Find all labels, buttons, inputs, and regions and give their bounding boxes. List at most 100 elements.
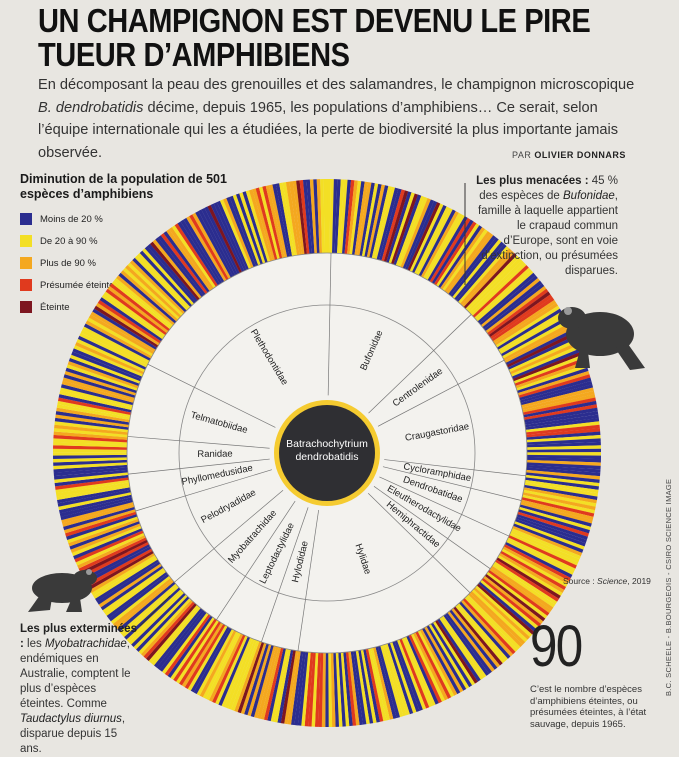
species-bar (398, 196, 428, 268)
species-bar (511, 528, 581, 560)
species-bar (513, 523, 584, 553)
legend-label: Présumée éteinte (40, 279, 115, 291)
species-bar (282, 182, 298, 256)
species-bar (424, 626, 464, 693)
species-bar (255, 187, 278, 260)
species-bar (289, 181, 303, 255)
species-bar (410, 633, 445, 702)
species-bar (208, 633, 244, 702)
species-bar (504, 326, 572, 363)
species-bar (328, 652, 333, 727)
species-bar (140, 599, 194, 657)
species-bar (304, 652, 314, 727)
species-bar (88, 314, 155, 355)
species-bar (496, 308, 562, 350)
species-bar (297, 651, 309, 726)
species-bar (196, 628, 235, 696)
species-bar (454, 241, 505, 301)
species-bar (514, 357, 586, 387)
species-bar (525, 472, 600, 484)
species-bar (484, 283, 545, 332)
species-bar (102, 567, 165, 614)
species-bar (53, 428, 128, 438)
species-bar (63, 506, 136, 531)
species-bar (263, 647, 284, 721)
family-separator (377, 359, 505, 427)
legend-swatch (20, 235, 32, 247)
species-bar (447, 611, 495, 672)
species-bar (518, 509, 590, 534)
species-bar (181, 622, 224, 688)
source-note: Source : Science, 2019 (563, 576, 651, 586)
family-separator (373, 486, 491, 569)
species-bar (508, 535, 577, 569)
species-bar (464, 596, 518, 652)
species-bar (403, 636, 436, 706)
species-bar (475, 270, 534, 322)
species-bar (522, 492, 596, 511)
species-bar (53, 454, 128, 460)
species-bar (400, 198, 431, 268)
species-bar (448, 235, 497, 296)
species-bar (526, 441, 601, 448)
species-bar (79, 332, 148, 368)
species-bar (459, 248, 512, 306)
species-bar (219, 199, 252, 269)
species-bar (453, 606, 503, 666)
species-bar (450, 237, 499, 298)
toad-leg (615, 344, 645, 370)
species-bar (60, 387, 133, 408)
species-bar (242, 191, 268, 263)
species-bar (215, 635, 248, 705)
family-separator (174, 489, 284, 583)
stat-note: C’est le nombre d’espèces d’amphibiens é… (530, 684, 647, 730)
species-bar (495, 305, 560, 348)
most-threatened-note: Les plus menacées : 45 % des espèces de … (468, 174, 618, 279)
species-bar (418, 209, 456, 277)
species-bar (311, 652, 319, 727)
species-bar (330, 652, 336, 727)
species-bar (457, 603, 508, 662)
species-bar (388, 192, 415, 264)
family-separator (327, 253, 332, 396)
species-bar (69, 521, 140, 550)
legend-item: Présumée éteinte (20, 274, 114, 296)
species-bar (399, 638, 430, 709)
species-bar (405, 200, 438, 270)
species-bar (446, 233, 494, 295)
species-bar (57, 489, 131, 507)
species-bar (62, 377, 135, 401)
species-bar (411, 204, 447, 274)
species-bar (128, 591, 185, 645)
species-bar (365, 648, 384, 722)
species-bar (86, 548, 153, 588)
species-bar (327, 179, 331, 254)
most-exterminated-note: Les plus exterminées : les Myobatrachida… (20, 622, 140, 757)
legend-label: Plus de 90 % (40, 257, 96, 269)
species-bar (348, 651, 360, 726)
species-bar (419, 628, 458, 696)
species-bar (169, 227, 214, 290)
species-bar (284, 650, 299, 725)
species-bar (372, 647, 394, 720)
species-bar (516, 514, 588, 541)
species-bar (510, 345, 581, 377)
species-bar (190, 626, 230, 693)
species-bar (526, 462, 601, 470)
species-bar (129, 260, 185, 315)
species-bar (519, 380, 593, 403)
species-bar (350, 651, 363, 726)
species-bar (459, 601, 511, 659)
species-bar (274, 649, 291, 723)
species-bar (55, 477, 129, 490)
most-exterminated-family: Myobatrachidae (44, 638, 127, 650)
species-bar (58, 492, 132, 511)
species-bar (213, 202, 247, 271)
species-bar (66, 514, 138, 540)
species-bar (80, 329, 149, 366)
species-bar (59, 494, 132, 514)
species-bar (526, 457, 601, 463)
species-bar (65, 511, 137, 537)
species-bar (425, 214, 465, 281)
species-bar (250, 645, 274, 718)
